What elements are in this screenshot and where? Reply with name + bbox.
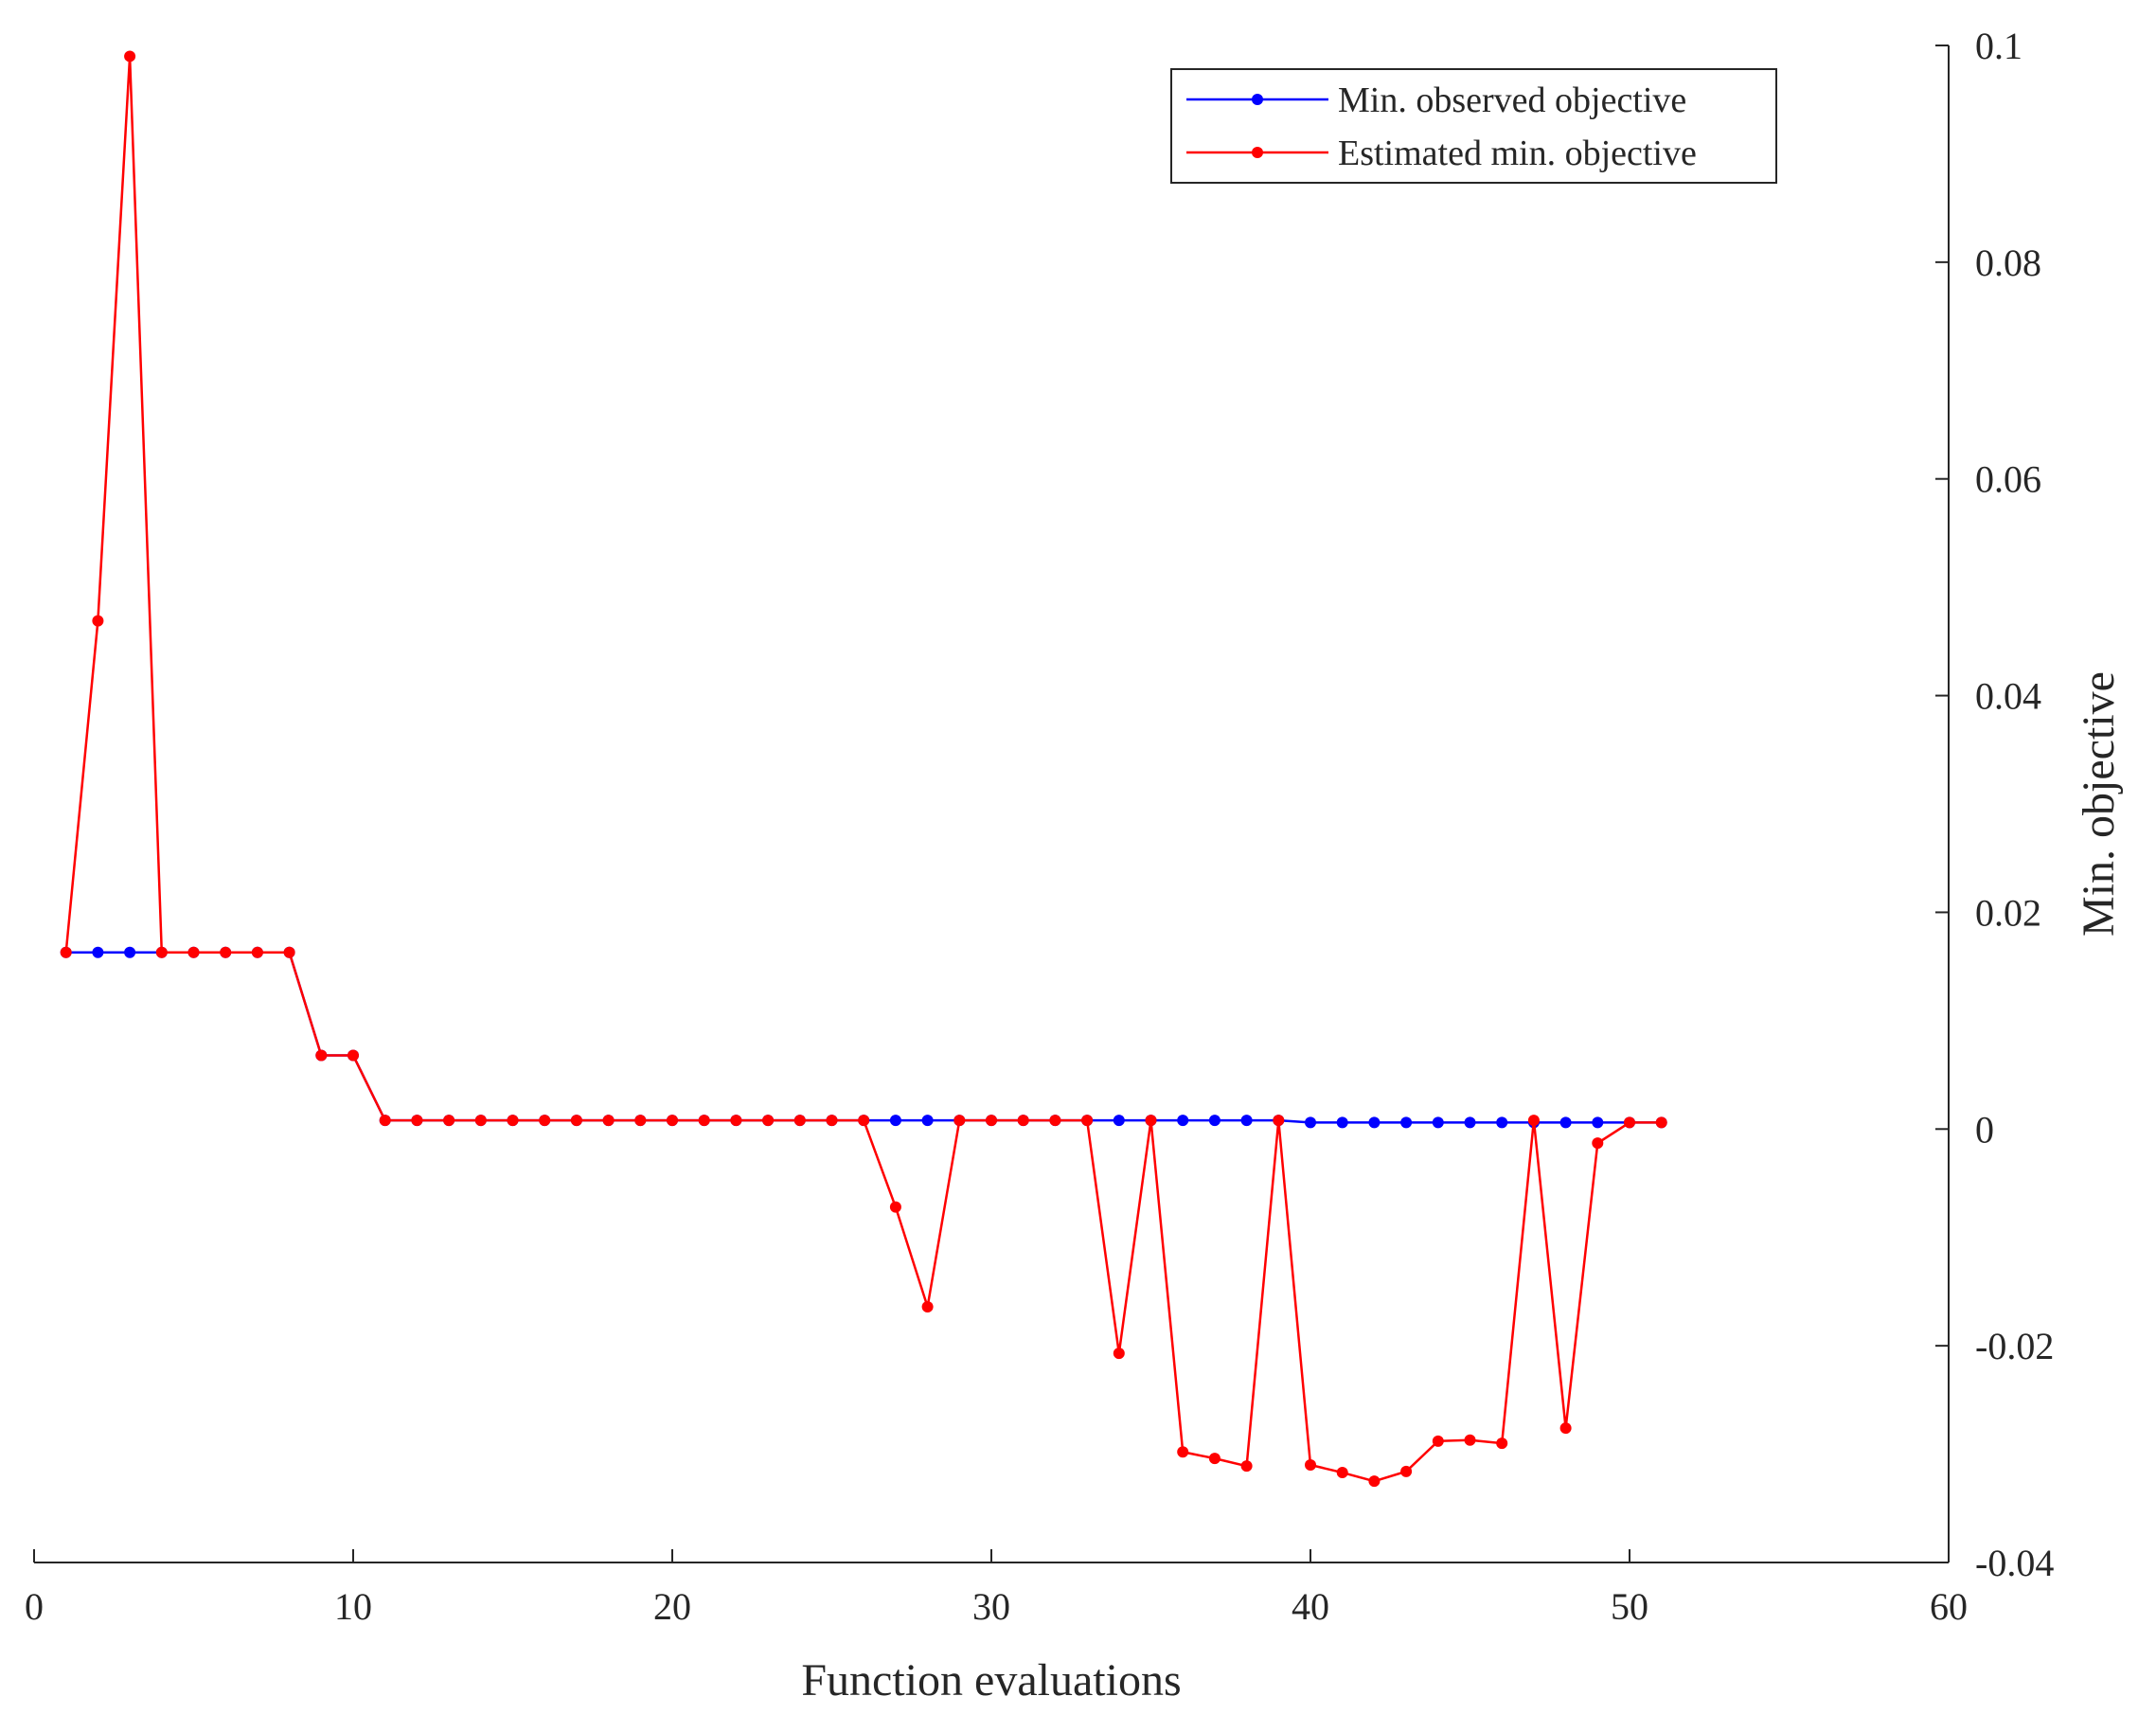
data-point — [411, 1115, 423, 1127]
data-point — [92, 615, 104, 627]
data-point — [1177, 1115, 1189, 1127]
data-point — [889, 1115, 901, 1127]
data-point — [443, 1115, 455, 1127]
legend-box — [1170, 68, 1777, 184]
x-tick-label: 0 — [25, 1585, 44, 1628]
data-point — [1655, 1116, 1667, 1129]
data-point — [347, 1049, 359, 1062]
x-tick-label: 60 — [1930, 1585, 1968, 1628]
x-tick-label: 10 — [334, 1585, 372, 1628]
data-point — [1592, 1137, 1604, 1150]
data-point — [1113, 1115, 1125, 1127]
y-tick-label: 0.02 — [1975, 891, 2041, 934]
data-point — [379, 1115, 391, 1127]
series-1 — [60, 50, 1667, 1488]
data-point — [539, 1115, 551, 1127]
x-tick-label: 40 — [1292, 1585, 1329, 1628]
data-point — [634, 1115, 647, 1127]
data-point — [730, 1115, 742, 1127]
data-point — [1240, 1115, 1253, 1127]
x-axis-label: Function evaluations — [801, 1655, 1181, 1705]
data-point — [187, 946, 200, 958]
data-point — [1017, 1115, 1029, 1127]
data-point — [826, 1115, 838, 1127]
y-tick-label: 0.08 — [1975, 241, 2041, 284]
data-point — [474, 1115, 487, 1127]
data-point — [1496, 1437, 1508, 1450]
y-tick-label: 0 — [1975, 1108, 1994, 1151]
data-point — [1336, 1467, 1348, 1479]
data-point — [251, 946, 263, 958]
data-point — [1113, 1348, 1125, 1360]
data-point — [1432, 1116, 1444, 1129]
data-point — [1464, 1116, 1476, 1129]
data-point — [507, 1115, 519, 1127]
data-point — [986, 1115, 997, 1127]
data-point — [889, 1201, 901, 1213]
data-point — [1273, 1115, 1285, 1127]
y-tick-label: -0.04 — [1975, 1542, 2054, 1584]
data-point — [698, 1115, 710, 1127]
data-point — [602, 1115, 615, 1127]
data-point — [921, 1115, 934, 1127]
data-point — [667, 1115, 678, 1127]
legend-swatch-marker — [1252, 147, 1263, 158]
y-tick-label: -0.02 — [1975, 1325, 2054, 1367]
data-point — [315, 1049, 328, 1062]
data-point — [1592, 1116, 1604, 1129]
data-point — [1527, 1115, 1540, 1127]
legend-entry-label: Estimated min. objective — [1338, 134, 1697, 173]
data-point — [1240, 1460, 1253, 1473]
y-tick-label: 0.04 — [1975, 675, 2041, 718]
data-point — [283, 946, 295, 958]
data-point — [1368, 1116, 1381, 1129]
data-point — [570, 1115, 582, 1127]
data-point — [1400, 1465, 1413, 1477]
axes: 0 10 20 30 40 50 60-0.04 -0.02 0 0.02 0.04 0.06 0.08… — [25, 25, 2054, 1628]
data-point — [124, 50, 136, 62]
data-point — [1464, 1434, 1476, 1446]
data-point — [1624, 1116, 1635, 1129]
data-point — [1496, 1116, 1508, 1129]
data-point — [220, 946, 232, 958]
legend-entry-label: Min. observed objective — [1338, 80, 1686, 120]
data-point — [1305, 1459, 1316, 1472]
data-point — [1400, 1116, 1413, 1129]
data-point — [1145, 1115, 1157, 1127]
y-tick-label: 0.06 — [1975, 458, 2041, 501]
data-point — [155, 946, 168, 958]
data-point — [1208, 1115, 1221, 1127]
data-point — [953, 1115, 966, 1127]
x-tick-label: 30 — [972, 1585, 1010, 1628]
data-point — [92, 946, 104, 958]
data-point — [1559, 1422, 1572, 1435]
x-tick-label: 20 — [653, 1585, 691, 1628]
data-point — [1432, 1435, 1444, 1447]
x-tick-label: 50 — [1611, 1585, 1648, 1628]
data-point — [1305, 1116, 1316, 1129]
data-point — [858, 1115, 870, 1127]
data-point — [1368, 1475, 1381, 1488]
data-point — [124, 946, 136, 958]
data-point — [1559, 1116, 1572, 1129]
legend: Min. observed objective Estimated min. ob… — [1170, 68, 1777, 184]
data-point — [1049, 1115, 1061, 1127]
data-point — [1177, 1446, 1189, 1458]
data-point — [1208, 1453, 1221, 1465]
data-point — [1081, 1115, 1094, 1127]
data-point — [1336, 1116, 1348, 1129]
series-layer — [60, 50, 1667, 1488]
y-tick-label: 0.1 — [1975, 25, 2022, 67]
data-point — [793, 1115, 806, 1127]
data-point — [762, 1115, 775, 1127]
legend-swatch-marker — [1252, 94, 1263, 105]
y-axis-label: Min. objective — [2074, 671, 2124, 937]
data-point — [921, 1300, 934, 1312]
data-point — [60, 946, 72, 958]
